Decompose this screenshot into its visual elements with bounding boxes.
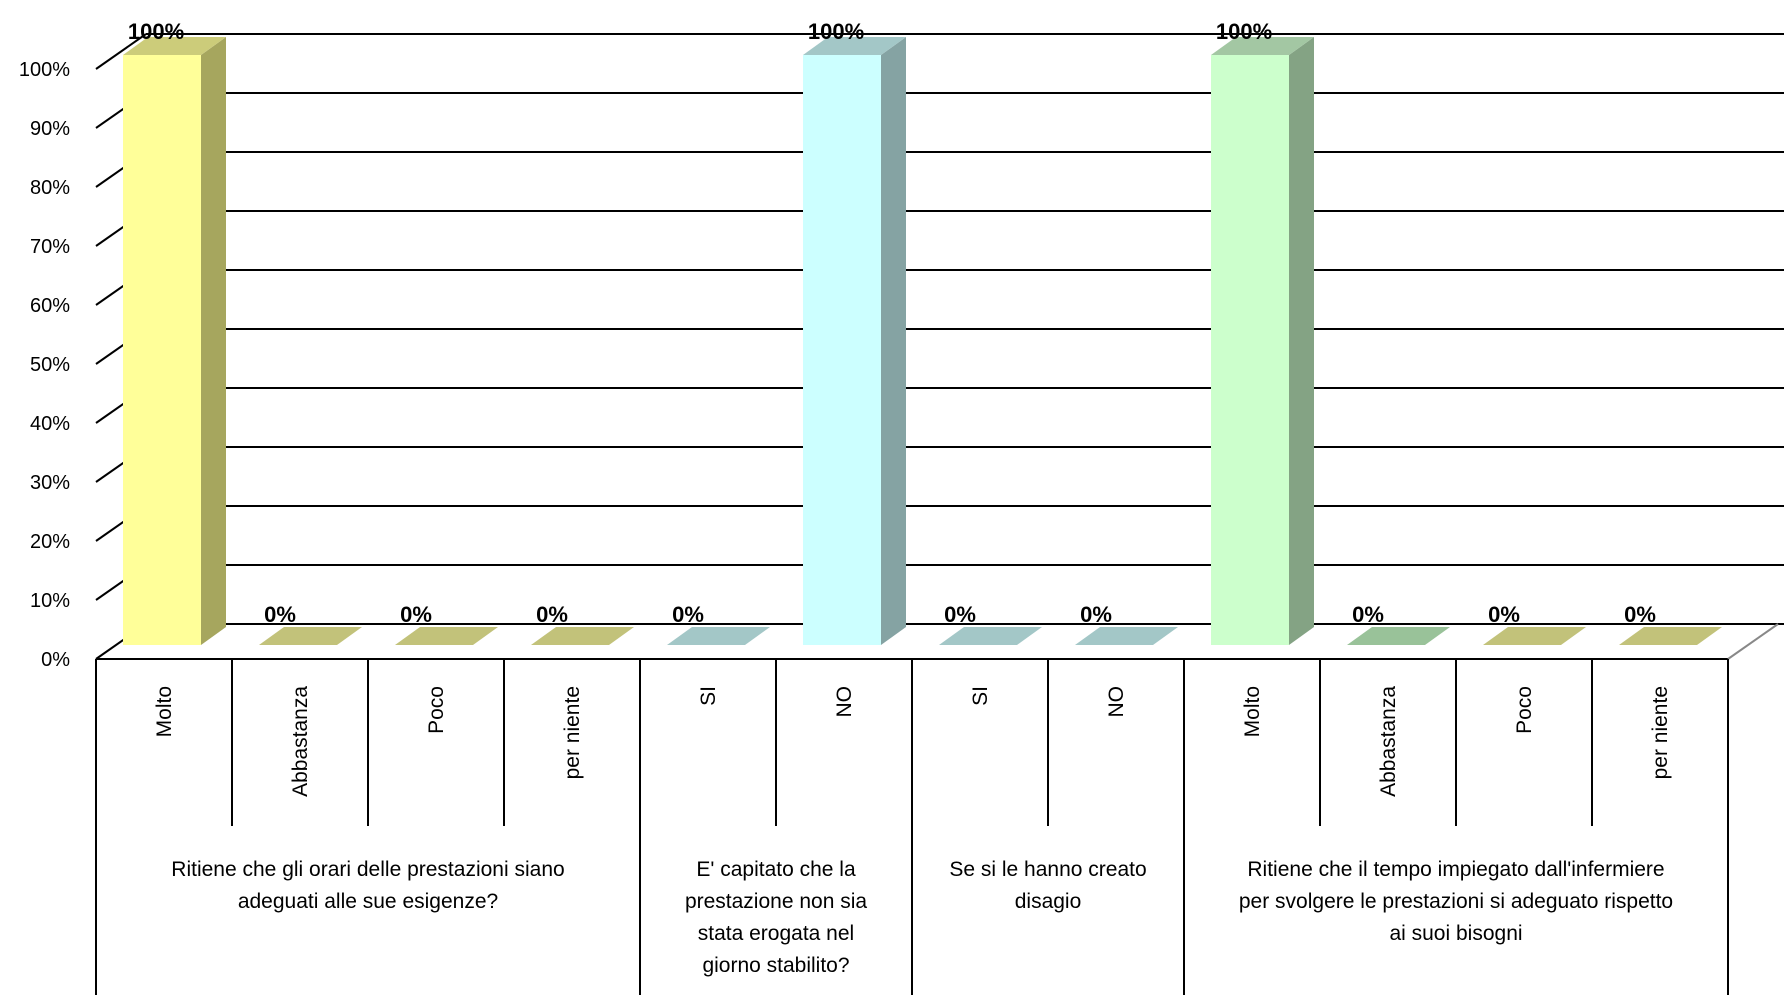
bar-top — [1211, 37, 1314, 55]
bar-top — [395, 627, 498, 645]
bar-top — [1075, 627, 1178, 645]
bar-front — [1211, 55, 1289, 645]
y-tick-label: 50% — [30, 354, 70, 376]
data-label: 0% — [264, 602, 296, 627]
category-label: Abbastanza — [289, 686, 312, 797]
y-tick-label: 20% — [30, 531, 70, 553]
data-label: 0% — [1080, 602, 1112, 627]
data-label: 0% — [944, 602, 976, 627]
group-label: stata erogata nel — [698, 922, 854, 945]
group-label: E' capitato che la — [696, 858, 856, 881]
y-tick-label: 100% — [19, 59, 70, 81]
category-label: SI — [969, 686, 992, 706]
group-label: Se si le hanno creato — [949, 858, 1146, 881]
category-label: Poco — [1513, 686, 1536, 734]
bar — [123, 37, 226, 645]
data-label: 0% — [1488, 602, 1520, 627]
data-label: 0% — [536, 602, 568, 627]
bar — [1347, 627, 1450, 645]
bar-top — [259, 627, 362, 645]
bar — [667, 627, 770, 645]
bar-top — [667, 627, 770, 645]
group-label: giorno stabilito? — [702, 954, 849, 977]
bar-top — [123, 37, 226, 55]
data-label: 100% — [808, 19, 864, 44]
data-label: 0% — [1624, 602, 1656, 627]
group-label: adeguati alle sue esigenze? — [238, 890, 498, 913]
bar — [1075, 627, 1178, 645]
bar — [939, 627, 1042, 645]
category-label: NO — [833, 686, 856, 718]
bar-top — [803, 37, 906, 55]
bar — [259, 627, 362, 645]
y-tick-label: 70% — [30, 236, 70, 258]
category-label: per niente — [1649, 686, 1672, 779]
category-label: per niente — [561, 686, 584, 779]
bar-front — [803, 55, 881, 645]
bar-top — [939, 627, 1042, 645]
y-tick-label: 30% — [30, 472, 70, 494]
category-label: Poco — [425, 686, 448, 734]
bar-top — [1483, 627, 1586, 645]
bar-front — [123, 55, 201, 645]
data-label: 0% — [672, 602, 704, 627]
category-label: Abbastanza — [1377, 686, 1400, 797]
data-label: 100% — [1216, 19, 1272, 44]
category-label: Molto — [153, 686, 176, 737]
bar — [395, 627, 498, 645]
data-label: 100% — [128, 19, 184, 44]
category-label: NO — [1105, 686, 1128, 718]
y-tick-label: 40% — [30, 413, 70, 435]
grid-lines — [146, 33, 1784, 625]
category-label: Molto — [1241, 686, 1264, 737]
bar — [1211, 37, 1314, 645]
bar — [803, 37, 906, 645]
group-label: prestazione non sia — [685, 890, 867, 913]
bar-side — [1289, 37, 1314, 645]
bar-side — [881, 37, 906, 645]
bars — [123, 37, 1722, 645]
bar-top — [1619, 627, 1722, 645]
category-label: SI — [697, 686, 720, 706]
bar-side — [201, 37, 226, 645]
group-label: disagio — [1015, 890, 1082, 913]
data-labels: 100% 0% 0% 0% 0% 100% 0% 0% 100% 0% 0% 0% — [128, 19, 1656, 627]
bar-top — [531, 627, 634, 645]
data-label: 0% — [400, 602, 432, 627]
y-tick-label: 90% — [30, 118, 70, 140]
bar — [1619, 627, 1722, 645]
bar-top — [1347, 627, 1450, 645]
group-label: Ritiene che gli orari delle prestazioni … — [171, 858, 564, 881]
bar — [531, 627, 634, 645]
y-tick-label: 80% — [30, 177, 70, 199]
y-tick-label: 10% — [30, 590, 70, 612]
bar — [1483, 627, 1586, 645]
y-tick-label: 0% — [41, 649, 70, 671]
data-label: 0% — [1352, 602, 1384, 627]
floor-right-edge — [1727, 623, 1779, 660]
group-label: per svolgere le prestazioni si adeguato … — [1239, 890, 1673, 913]
y-tick-label: 60% — [30, 295, 70, 317]
group-label: ai suoi bisogni — [1389, 922, 1522, 945]
y-tick-mark — [95, 33, 147, 70]
group-label: Ritiene che il tempo impiegato dall'infe… — [1247, 858, 1664, 881]
category-axis: Molto Abbastanza Poco per niente SI NO SI NO Mol… — [95, 659, 1729, 995]
